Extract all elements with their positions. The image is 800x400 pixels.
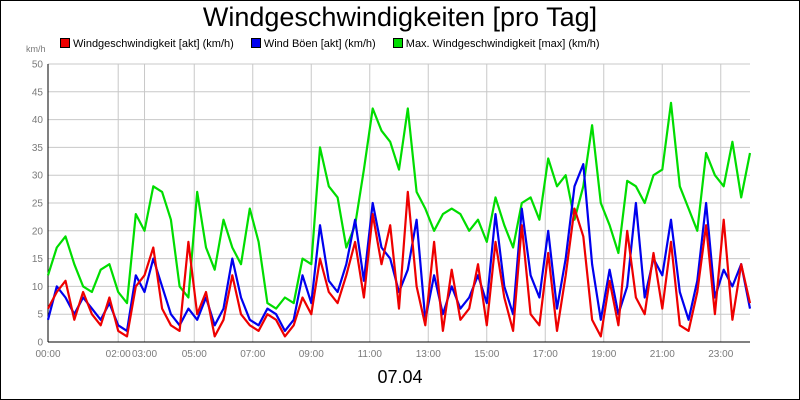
legend-swatch-gusts <box>250 38 261 48</box>
x-tick-label: 00:00 <box>35 349 60 360</box>
chart-legend: Windgeschwindigkeit [akt] (km/h) Wind Bö… <box>60 38 614 50</box>
legend-item-wind-speed: Windgeschwindigkeit [akt] (km/h) <box>60 38 234 50</box>
series-line-max-wind <box>46 101 752 310</box>
legend-swatch-wind-speed <box>60 38 70 48</box>
legend-item-gusts: Wind Böen [akt] (km/h) <box>250 38 376 50</box>
x-tick-label: 07:00 <box>240 349 265 360</box>
y-tick-label: 0 <box>37 338 43 349</box>
legend-item-max-wind: Max. Windgeschwindigkeit [max] (km/h) <box>392 38 600 50</box>
y-tick-label: 5 <box>37 310 43 321</box>
x-tick-label: 15:00 <box>474 349 499 360</box>
x-tick-label: 02:00 <box>106 349 131 360</box>
series-line-gusts <box>46 163 752 332</box>
y-axis-unit-label: km/h <box>26 44 46 54</box>
y-tick-label: 30 <box>32 171 44 182</box>
y-tick-label: 15 <box>32 254 44 265</box>
x-tick-label: 17:00 <box>533 349 558 360</box>
y-tick-label: 20 <box>32 226 44 237</box>
x-tick-label: 09:00 <box>299 349 324 360</box>
legend-label-gusts: Wind Böen [akt] (km/h) <box>263 38 376 50</box>
x-axis-date-label: 07.04 <box>377 367 423 387</box>
y-tick-label: 35 <box>32 143 44 154</box>
y-tick-label: 10 <box>32 282 44 293</box>
legend-label-max-wind: Max. Windgeschwindigkeit [max] (km/h) <box>405 38 600 50</box>
y-tick-label: 40 <box>32 115 44 126</box>
x-tick-label: 13:00 <box>416 349 441 360</box>
legend-label-wind-speed: Windgeschwindigkeit [akt] (km/h) <box>73 38 234 50</box>
series-line-wind-speed <box>47 190 752 338</box>
x-tick-label: 19:00 <box>591 349 616 360</box>
legend-swatch-max-wind <box>392 38 403 48</box>
x-tick-label: 03:00 <box>132 349 157 360</box>
y-tick-label: 50 <box>32 60 44 71</box>
x-tick-label: 23:00 <box>708 349 733 360</box>
x-tick-label: 21:00 <box>650 349 675 360</box>
x-tick-label: 11:00 <box>358 349 383 360</box>
chart-title: Windgeschwindigkeiten [pro Tag] <box>202 2 598 32</box>
x-tick-label: 05:00 <box>182 349 207 360</box>
y-tick-label: 25 <box>32 199 44 210</box>
y-tick-label: 45 <box>32 87 44 98</box>
